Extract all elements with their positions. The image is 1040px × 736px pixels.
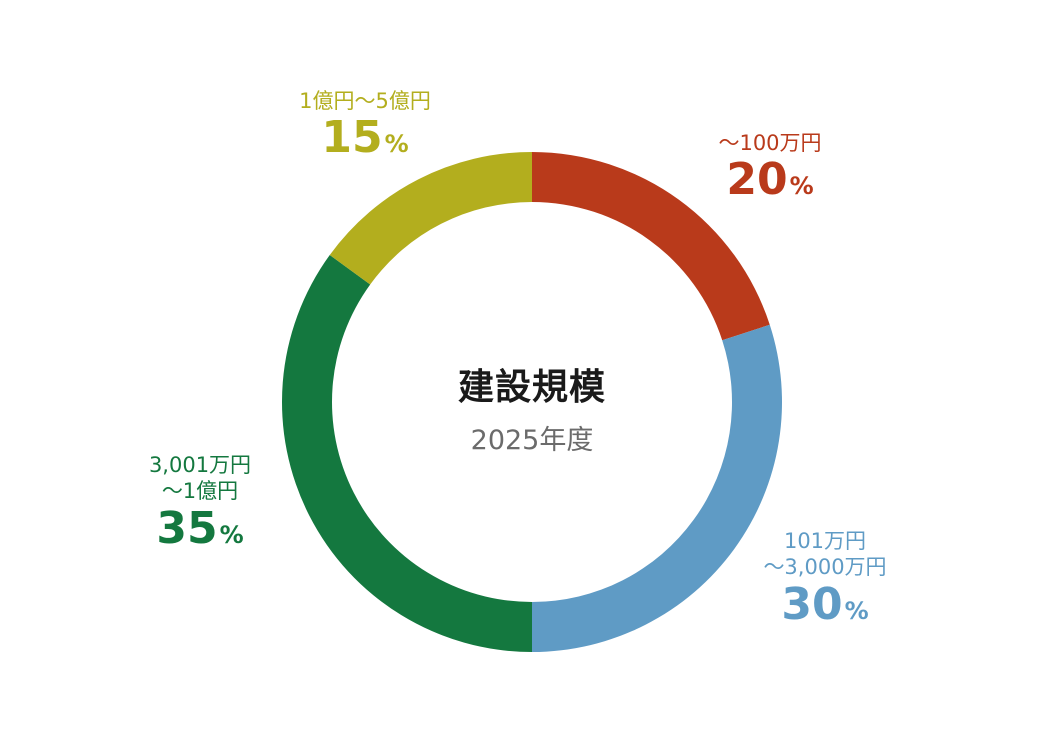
slice-percent: 15% [321,112,409,164]
slice-label-30m-100m: 3,001万円 〜1億円 35% [115,452,285,553]
slice-range: 〜3,000万円 [763,555,887,580]
slice-label-100m-500m: 1億円〜5億円 15% [255,88,475,163]
slice-range: 3,001万円 [148,453,252,477]
donut-slice [282,255,532,652]
donut-slices [282,152,782,652]
slice-percent: 35% [156,502,244,554]
slice-label-1m-30m: 101万円 〜3,000万円 30% [735,528,915,629]
chart-title: 建設規模 [457,367,606,408]
slice-label-under-1m: 〜100万円 20% [690,130,850,205]
slice-percent: 30% [781,578,869,630]
chart-subtitle: 2025年度 [470,425,594,456]
slice-range: 101万円 [783,529,867,553]
donut-slice [329,152,532,285]
slice-range: 1億円〜5億円 [299,89,431,113]
slice-percent: 20% [726,154,814,206]
slice-range: 〜100万円 [718,131,822,155]
donut-slice [532,324,782,652]
slice-range: 〜1億円 [161,479,239,504]
donut-slice [532,152,770,341]
